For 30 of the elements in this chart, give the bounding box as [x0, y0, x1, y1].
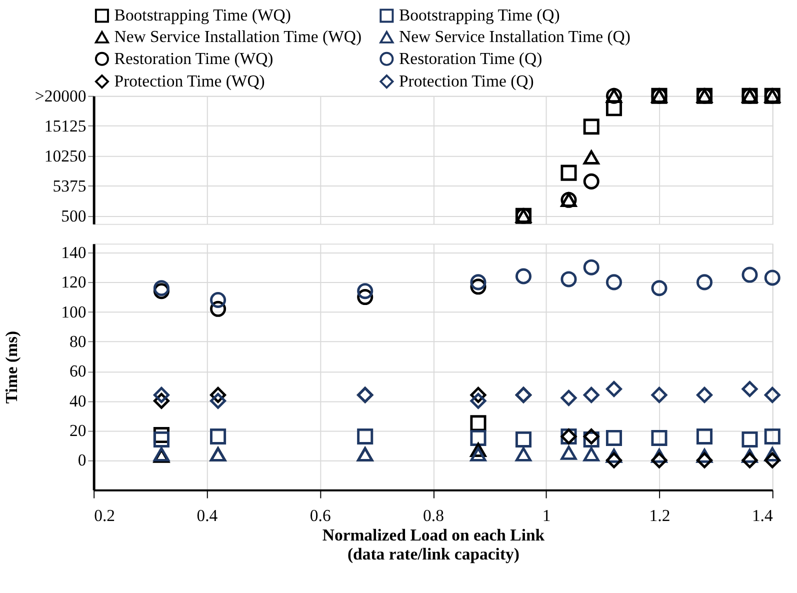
- y-tick-label: 60: [69, 362, 86, 381]
- y-tick-label: 10250: [44, 146, 86, 166]
- y-tick-label: 0: [78, 450, 86, 470]
- x-tick-label: 0.6: [310, 506, 331, 525]
- x-tick-label: 1: [542, 506, 551, 525]
- y-tick-label: 120: [61, 272, 86, 292]
- x-tick-label: 0.8: [423, 506, 444, 525]
- y-tick-label: >20000: [34, 86, 86, 106]
- y-tick-label: 80: [69, 332, 86, 351]
- y-tick-label: 500: [61, 206, 86, 226]
- y-axis-title: Time (ms): [2, 330, 22, 404]
- legend-label: Protection Time (Q): [398, 71, 534, 90]
- legend-label: Restoration Time (Q): [398, 48, 542, 68]
- legend-label: New Service Installation Time (Q): [398, 27, 630, 46]
- x-tick-label: 1.2: [649, 506, 670, 525]
- x-tick-label: 1.4: [752, 506, 774, 525]
- y-tick-label: 20: [69, 420, 86, 440]
- y-tick-label: 5375: [52, 176, 86, 196]
- legend-label: Bootstrapping Time (Q): [398, 6, 560, 25]
- legend-label: Protection Time (WQ): [114, 71, 265, 90]
- y-tick-label: 140: [61, 242, 86, 262]
- legend-label: Bootstrapping Time (WQ): [114, 6, 291, 25]
- legend-label: Restoration Time (WQ): [114, 48, 274, 68]
- y-tick-label: 100: [61, 302, 86, 322]
- y-tick-label: 15125: [44, 116, 86, 136]
- x-tick-label: 0.2: [94, 506, 116, 525]
- y-tick-label: 40: [69, 391, 86, 410]
- x-tick-label: 0.4: [196, 506, 218, 525]
- x-axis-title: Normalized Load on each Link (data rate/link capacity): [322, 526, 546, 564]
- legend-label: New Service Installation Time (WQ): [114, 27, 362, 46]
